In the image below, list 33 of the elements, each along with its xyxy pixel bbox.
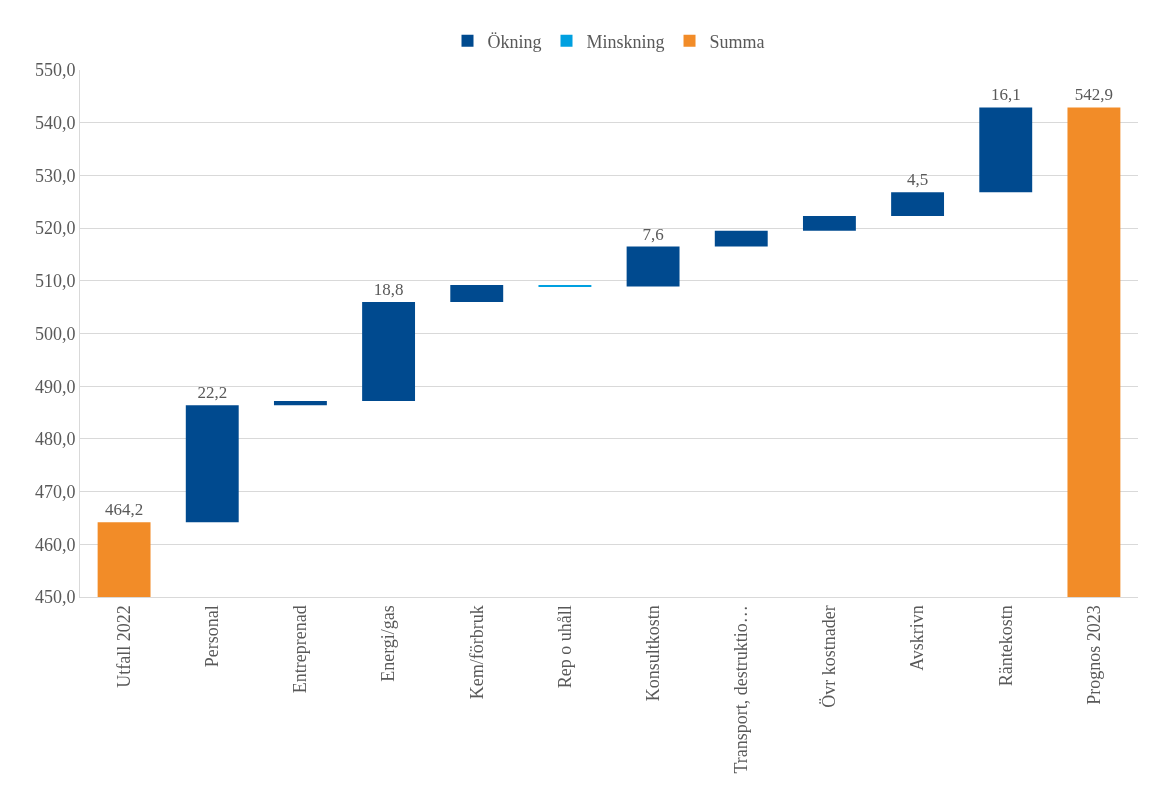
x-tick-label: Räntekostn	[995, 605, 1016, 687]
data-label: 4,5	[906, 170, 929, 190]
x-tick-label: Kem/förbruk	[466, 605, 487, 700]
y-tick-label: 550,0	[34, 60, 76, 81]
x-tick-label: Prognos 2023	[1083, 605, 1104, 705]
y-tick-label: 520,0	[34, 218, 76, 239]
y-tick-label: 480,0	[34, 429, 76, 450]
y-tick-label: 500,0	[34, 323, 76, 344]
data-label: 7,6	[642, 224, 664, 244]
data-label: 464,2	[104, 500, 144, 520]
legend-label: Ökning	[487, 31, 542, 52]
data-label: 542,9	[1074, 85, 1114, 105]
x-tick-label: Rep o uhåll	[554, 605, 575, 689]
data-label: 18,8	[373, 279, 404, 299]
legend-label: Summa	[709, 31, 765, 52]
legend-label: Minskning	[586, 31, 665, 52]
x-tick-label: Konsultkostn	[642, 605, 663, 702]
x-tick-label: Entreprenad	[290, 605, 311, 694]
y-tick-label: 450,0	[34, 587, 76, 608]
x-tick-label: Transport, destruktio…	[731, 605, 752, 774]
y-tick-label: 540,0	[34, 113, 76, 133]
y-tick-label: 460,0	[34, 534, 76, 555]
y-tick-label: 470,0	[34, 481, 76, 502]
x-tick-label: Avskrivn	[907, 605, 928, 671]
data-label: 22,2	[197, 383, 228, 403]
data-label: 16,1	[990, 85, 1021, 105]
y-tick-label: 490,0	[34, 376, 76, 397]
x-tick-label: Utfall 2022	[113, 605, 134, 688]
y-tick-label: 510,0	[34, 271, 76, 292]
x-tick-label: Personal	[202, 605, 223, 668]
y-tick-label: 530,0	[34, 165, 76, 186]
x-tick-label: Övr kostnader	[819, 605, 840, 708]
x-tick-label: Energi/gas	[378, 605, 399, 682]
